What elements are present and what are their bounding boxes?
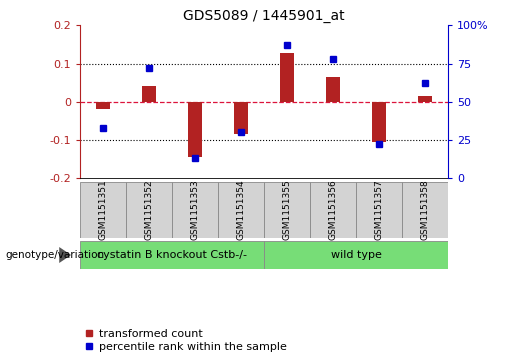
Text: GSM1151351: GSM1151351 [98,179,107,240]
Bar [418,96,432,102]
Bar [356,182,402,238]
Text: GSM1151354: GSM1151354 [236,179,246,240]
Bar [326,77,340,102]
Text: GSM1151356: GSM1151356 [329,179,337,240]
Text: GSM1151358: GSM1151358 [421,179,430,240]
Text: GSM1151353: GSM1151353 [191,179,199,240]
Bar [218,182,264,238]
Bar [402,182,448,238]
Text: GSM1151357: GSM1151357 [374,179,384,240]
Legend: transformed count, percentile rank within the sample: transformed count, percentile rank withi… [85,329,286,352]
Text: genotype/variation: genotype/variation [5,250,104,260]
Title: GDS5089 / 1445901_at: GDS5089 / 1445901_at [183,9,345,23]
Bar [310,182,356,238]
Text: GSM1151355: GSM1151355 [282,179,291,240]
Bar [188,102,202,157]
Bar [372,102,386,142]
Bar [264,241,448,269]
Bar [80,241,264,269]
Bar [172,182,218,238]
Bar [126,182,172,238]
Text: wild type: wild type [331,250,382,260]
Bar [142,86,156,102]
Polygon shape [59,247,71,263]
Text: cystatin B knockout Cstb-/-: cystatin B knockout Cstb-/- [97,250,247,260]
Text: GSM1151352: GSM1151352 [144,179,153,240]
Bar [264,182,310,238]
Bar [234,102,248,134]
Bar [80,182,126,238]
Bar [280,53,294,102]
Bar [96,102,110,109]
